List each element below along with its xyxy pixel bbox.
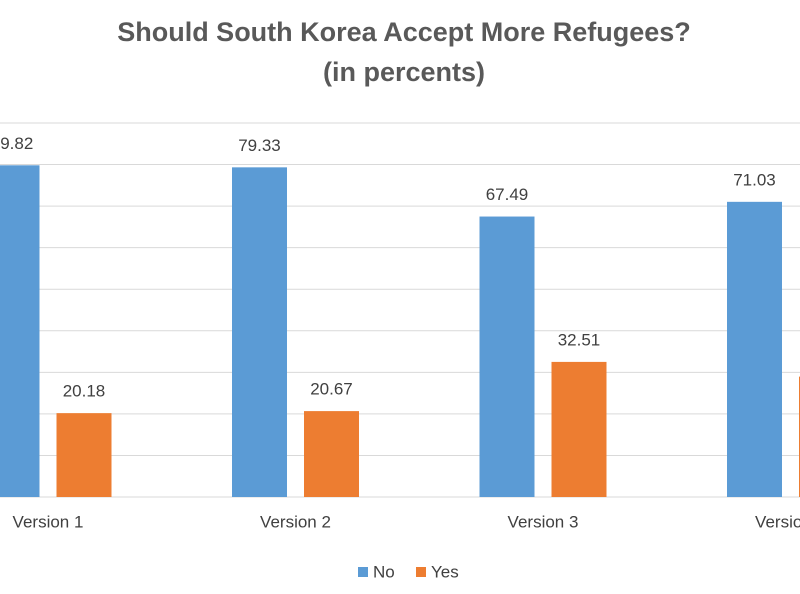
value-label: 32.51 [558,330,601,349]
bar [727,201,782,498]
bar [232,167,287,497]
bar [479,216,535,497]
legend-label: No [373,562,395,581]
value-label: 79.82 [0,134,33,153]
x-tick-label: Version 3 [508,512,579,531]
bar [304,411,359,497]
legend-swatch [358,567,368,577]
value-label: 79.33 [238,136,281,155]
chart-title: Should South Korea Accept More Refugees? [117,17,691,47]
x-tick-label: Version 4 [755,512,800,531]
x-tick-label: Version 1 [13,512,84,531]
x-tick-label: Version 2 [260,512,331,531]
bar [56,413,112,497]
chart-subtitle: (in percents) [323,57,485,87]
value-label: 67.49 [486,185,529,204]
value-label: 20.18 [63,382,106,401]
bar [0,165,40,497]
value-label: 71.03 [733,170,776,189]
legend-swatch [416,567,426,577]
bar [551,361,607,497]
value-label: 20.67 [310,380,353,399]
legend-label: Yes [431,562,459,581]
